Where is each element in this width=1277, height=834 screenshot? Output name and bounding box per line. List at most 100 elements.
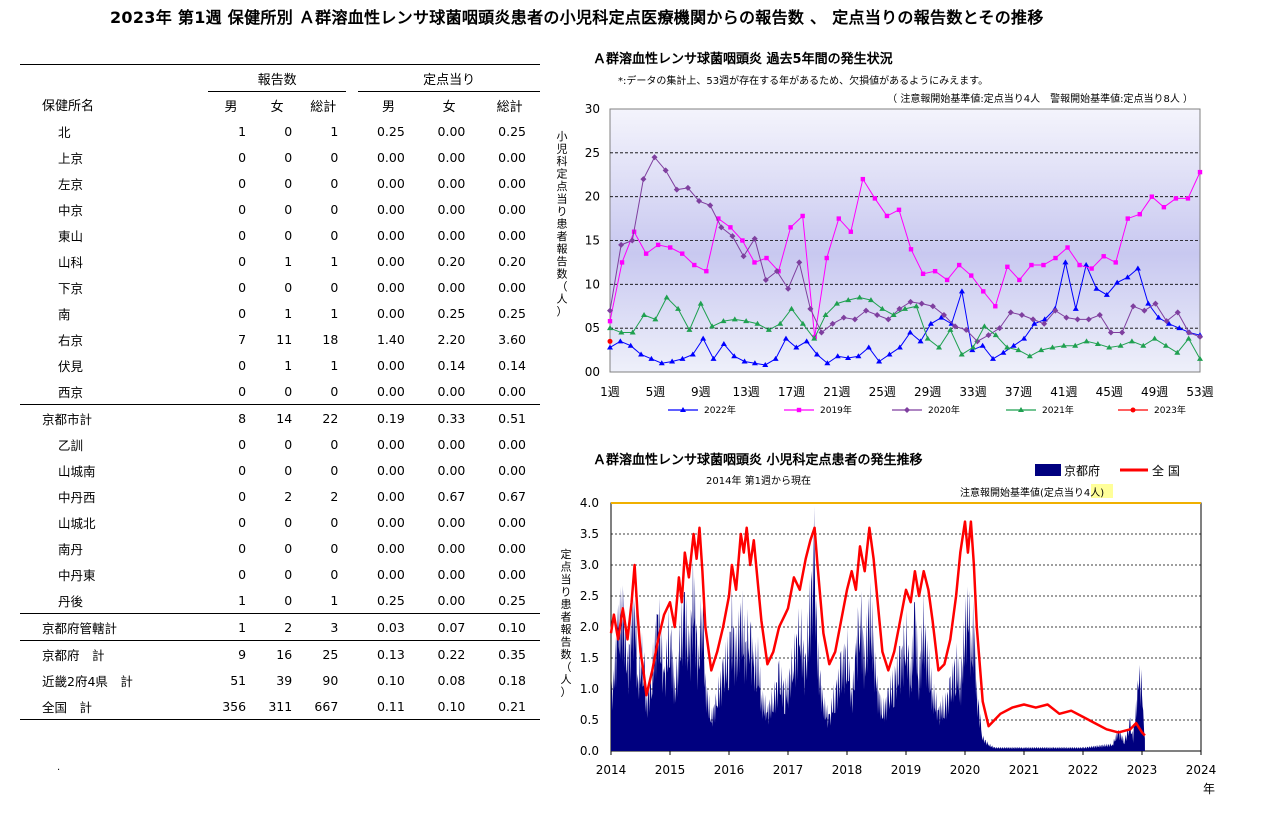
group-header-reports: 報告数 xyxy=(208,64,347,92)
gap-cell xyxy=(346,352,358,378)
chart1-point xyxy=(1152,300,1159,307)
per-sentinel-cell: 0.00 xyxy=(376,462,405,478)
chart1-series-line xyxy=(609,262,1201,366)
chart1-point xyxy=(1018,312,1025,319)
chart1-point xyxy=(936,344,943,350)
chart1-ylabel-char: 当 xyxy=(557,192,568,206)
report-count-cell: 0 xyxy=(238,149,247,165)
chart1-ytick-label: 15 xyxy=(585,234,600,248)
footer-dot: . xyxy=(57,762,61,773)
chart1-point xyxy=(662,167,669,174)
chart1-point xyxy=(796,259,803,266)
chart2-ylabel-char: 人 xyxy=(561,673,572,686)
per-sentinel-cell: 0.20 xyxy=(437,253,466,269)
chart1-point xyxy=(947,326,954,332)
chart1-point xyxy=(1007,309,1014,316)
longterm-trend-chart: Ａ群溶血性レンサ球菌咽頭炎 小児科定点患者の発生推移 2014年 第1週から現在注… xyxy=(561,452,1217,796)
chart1-point xyxy=(684,184,691,191)
col-header-male: 男 xyxy=(224,99,238,115)
chart1-ytick-label: 25 xyxy=(585,146,600,160)
chart1-point xyxy=(985,332,992,339)
table-row: 近畿2府4県 計 51 39 90 0.10 0.08 0.18 xyxy=(20,667,540,693)
table-row: 右京 7 11 18 1.40 2.20 3.60 xyxy=(20,326,540,352)
chart1-xtick-label: 41週 xyxy=(1050,385,1077,399)
chart2-xtick-label: 2014 xyxy=(596,763,627,777)
chart1-note: *:データの集計上、53週が存在する年があるため、欠損値があるようにみえます。 xyxy=(618,74,988,87)
chart1-point xyxy=(1030,316,1037,323)
chart1-point xyxy=(996,325,1003,332)
report-count-cell: 9 xyxy=(238,646,247,662)
report-count-cell: 3 xyxy=(300,613,347,641)
per-sentinel-cell: 0.00 xyxy=(376,540,405,556)
chart2-xtick-label: 2022 xyxy=(1068,763,1099,777)
report-count-cell: 0 xyxy=(238,462,247,478)
col-header-female: 女 xyxy=(270,99,284,115)
chart1-point xyxy=(833,300,840,306)
chart1-xtick-label: 13週 xyxy=(733,385,760,399)
chart1-point xyxy=(765,326,772,332)
chart1-ylabel-char: 人 xyxy=(557,293,568,306)
chart1-point xyxy=(1173,196,1179,201)
chart1-legend-marker xyxy=(1130,407,1136,413)
report-count-cell: 7 xyxy=(238,331,247,347)
report-count-cell: 0 xyxy=(330,227,339,243)
table-row: 南 0 1 1 0.00 0.25 0.25 xyxy=(20,300,540,326)
report-count-cell: 0 xyxy=(330,566,339,582)
chart1-point xyxy=(1149,194,1155,199)
row-name: 京都市計 xyxy=(42,411,93,427)
chart1-ylabel-char: ） xyxy=(557,305,568,318)
chart1-point xyxy=(981,289,986,294)
per-sentinel-cell: 0.13 xyxy=(376,646,405,662)
table-row: 山科 0 1 1 0.00 0.20 0.20 xyxy=(20,248,540,274)
chart1-point xyxy=(700,335,707,341)
per-sentinel-cell: 0.00 xyxy=(376,488,405,504)
per-sentinel-cell: 0.10 xyxy=(376,672,405,688)
chart1-xtick-label: 49週 xyxy=(1141,385,1168,399)
chart2-ytick-label: 0.0 xyxy=(580,744,599,758)
chart1-point xyxy=(1165,320,1172,326)
chart2-ylabel-char: 数 xyxy=(561,648,572,661)
per-sentinel-cell: 0.00 xyxy=(437,175,466,191)
chart2-kyoto-area xyxy=(611,506,1145,751)
chart1-point xyxy=(1015,347,1022,353)
report-count-cell: 0 xyxy=(208,378,255,405)
per-sentinel-cell: 0.00 xyxy=(437,436,466,452)
chart1-point xyxy=(607,318,613,324)
chart2-ytick-label: 4.0 xyxy=(580,496,599,510)
chart1-point xyxy=(754,320,761,326)
report-count-cell: 51 xyxy=(230,672,247,688)
chart1-point xyxy=(907,298,914,305)
chart2-ylabel-char: り xyxy=(561,586,572,599)
chart1-point xyxy=(865,344,872,350)
chart2-xtick-label: 2016 xyxy=(714,763,745,777)
chart2-ylabel-char: 者 xyxy=(561,611,572,624)
chart1-point xyxy=(940,312,947,319)
chart2-ylabel-char: 報 xyxy=(561,623,572,636)
table-row: 左京 0 0 0 0.00 0.00 0.00 xyxy=(20,170,540,196)
chart1-point xyxy=(707,202,714,209)
row-name: 近畿2府4県 計 xyxy=(42,673,133,689)
table-row: 京都市計 8 14 22 0.19 0.33 0.51 xyxy=(20,405,540,432)
chart1-point xyxy=(788,225,793,230)
chart2-threshold-highlight xyxy=(1091,484,1113,498)
chart2-ytick-label: 2.5 xyxy=(580,589,599,603)
chart1-point xyxy=(979,342,986,348)
chart2-xtick-label: 2019 xyxy=(891,763,922,777)
chart1-point xyxy=(607,307,613,314)
report-count-cell: 0 xyxy=(238,201,247,217)
table-body: 北 1 0 1 0.25 0.00 0.25 上京 0 0 0 0.00 0.00 0.00 左京 0 0 0 0.… xyxy=(20,118,540,720)
per-sentinel-cell: 0.00 xyxy=(376,253,405,269)
report-count-cell: 1 xyxy=(300,587,347,614)
report-count-cell: 0 xyxy=(238,436,247,452)
chart1-point xyxy=(932,268,938,274)
chart1-point xyxy=(655,242,661,248)
report-count-cell: 0 xyxy=(284,149,293,165)
chart1-ylabel-char: 点 xyxy=(557,180,568,193)
report-count-cell: 0 xyxy=(284,227,293,243)
chart1-point xyxy=(1141,307,1148,314)
chart1-point xyxy=(963,326,970,333)
col-header-female-per: 女 xyxy=(442,99,456,115)
chart1-point xyxy=(970,344,977,350)
chart1-ylabel-char: 告 xyxy=(557,255,568,268)
per-sentinel-cell: 1.40 xyxy=(376,331,405,347)
